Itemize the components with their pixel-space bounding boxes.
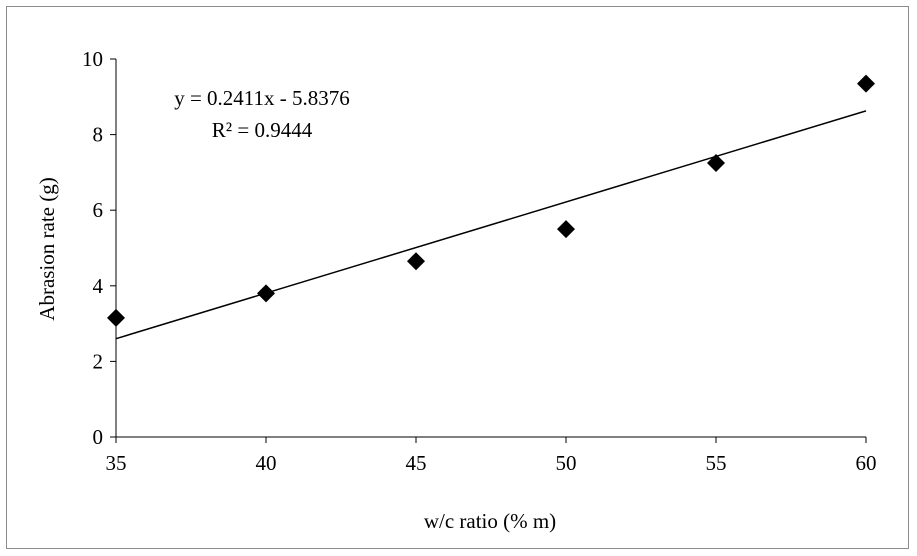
data-point [857,74,875,93]
y-tick-label: 10 [82,47,103,71]
y-tick-label: 6 [93,198,104,222]
trendline [115,110,867,340]
y-axis-title: Abrasion rate (g) [35,177,59,320]
trendline-equation: y = 0.2411x - 5.8376 [174,86,350,110]
data-point [557,220,575,239]
x-tick-label: 60 [856,451,877,475]
y-tick-label: 0 [93,425,104,449]
data-point [407,252,425,271]
x-axis-title: w/c ratio (% m) [424,509,556,533]
x-tick-label: 50 [556,451,577,475]
x-tick-label: 35 [106,451,127,475]
data-point [707,153,725,172]
data-point [257,284,275,303]
y-tick-label: 2 [93,349,104,373]
x-tick-label: 45 [406,451,427,475]
y-ticks: 0 2 4 6 8 10 [82,47,116,449]
y-tick-label: 4 [93,274,104,298]
x-tick-label: 40 [256,451,277,475]
data-point [107,308,125,327]
axes [115,59,866,438]
chart-area [6,6,909,549]
y-tick-label: 8 [93,123,104,147]
x-ticks: 35 40 45 50 55 60 [106,437,877,475]
x-tick-label: 55 [706,451,727,475]
r-squared-label: R² = 0.9444 [212,118,313,142]
data-points [107,74,875,327]
